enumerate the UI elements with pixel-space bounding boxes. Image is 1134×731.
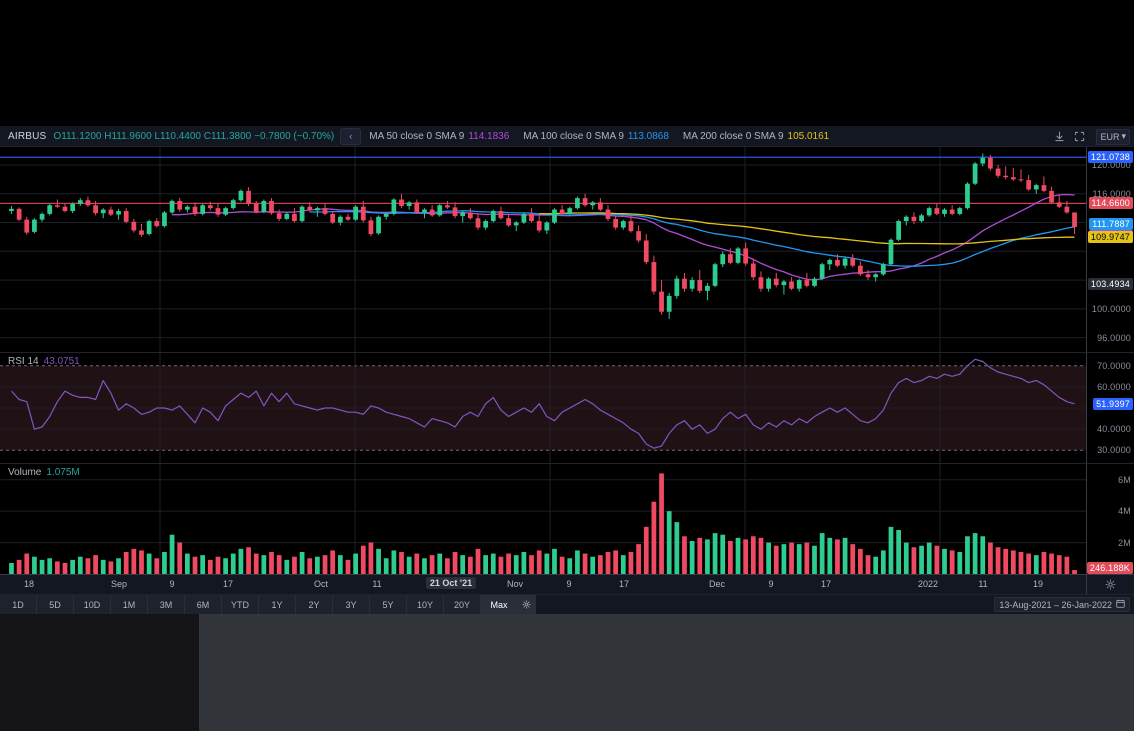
chart-widget: AIRBUS O111.1200 H111.9600 L110.4400 C11… <box>0 126 1134 614</box>
price-plot[interactable] <box>0 147 1086 352</box>
price-tick: 116.0000 <box>1092 188 1131 199</box>
time-label: 17 <box>222 579 234 589</box>
price-tick: 120.0000 <box>1091 159 1131 170</box>
symbol-label[interactable]: AIRBUS <box>8 130 47 142</box>
price-tick: 96.0000 <box>1097 332 1131 343</box>
timeframe-3m[interactable]: 3M <box>148 595 185 614</box>
currency-selector[interactable]: EUR ▾ <box>1096 128 1130 145</box>
timeframe-20y[interactable]: 20Y <box>444 595 481 614</box>
volume-layer <box>0 464 1086 574</box>
timeframe-3y[interactable]: 3Y <box>333 595 370 614</box>
toolbar-spacer <box>536 595 995 614</box>
rsi-plot[interactable] <box>0 353 1086 463</box>
time-label: Dec <box>708 579 726 589</box>
time-label: 18 <box>23 579 35 589</box>
chart-legend-bar: AIRBUS O111.1200 H111.9600 L110.4400 C11… <box>0 126 1134 147</box>
date-range-label: 13-Aug-2021 – 26-Jan-2022 <box>999 599 1112 610</box>
ma100-value: 113.0868 <box>627 130 669 142</box>
timeframe-5d[interactable]: 5D <box>37 595 74 614</box>
rsi-tick: 70.0000 <box>1097 360 1131 371</box>
time-axis[interactable]: 18 Sep 9 17 Oct 11 21 Oct '21 Nov 9 17 Dec 9 17 2022 1… <box>0 574 1134 594</box>
timeframe-toolbar[interactable]: 1D 5D 10D 1M 3M 6M YTD 1Y 2Y 3Y 5Y 10Y 20Y Max 13-Aug… <box>0 594 1134 614</box>
collapse-legend-button[interactable]: ‹ <box>340 127 362 145</box>
time-label: 9 <box>169 579 175 589</box>
time-label: 2022 <box>917 579 939 589</box>
price-badge: 111.7887 <box>1089 218 1133 231</box>
timeframe-10d[interactable]: 10D <box>74 595 111 614</box>
ma100-label: MA 100 close 0 SMA 9 <box>523 130 624 142</box>
time-label: 9 <box>768 579 774 589</box>
gear-icon[interactable] <box>518 595 536 614</box>
ma50-value: 114.1836 <box>468 130 510 142</box>
timeframe-ytd[interactable]: YTD <box>222 595 259 614</box>
rsi-tick: 60.0000 <box>1097 381 1131 392</box>
time-label: Sep <box>110 579 128 589</box>
price-badge: 121.0738 <box>1087 151 1133 164</box>
time-label: 11 <box>978 579 988 589</box>
price-pane[interactable]: 96.0000 100.0000 116.0000 120.0000 121.0738 1… <box>0 147 1134 352</box>
timeframe-max[interactable]: Max <box>481 595 518 614</box>
ma200-label: MA 200 close 0 SMA 9 <box>682 130 784 142</box>
timeframe-10y[interactable]: 10Y <box>407 595 444 614</box>
rsi-layer <box>0 353 1086 463</box>
time-label: Nov <box>506 579 524 589</box>
time-label: 19 <box>1032 579 1044 589</box>
volume-axis[interactable]: 2M 4M 6M 246.188K <box>1086 464 1134 574</box>
price-tick: 100.0000 <box>1091 303 1131 314</box>
volume-badge: 246.188K <box>1086 562 1133 574</box>
timeframe-6m[interactable]: 6M <box>185 595 222 614</box>
currency-label: EUR <box>1100 131 1120 142</box>
legend-right-controls: EUR ▾ <box>1052 126 1130 147</box>
calendar-icon <box>1116 599 1125 610</box>
rsi-tick: 30.0000 <box>1097 445 1131 456</box>
volume-value: 1.075M <box>46 467 80 478</box>
price-axis[interactable]: 96.0000 100.0000 116.0000 120.0000 121.0738 1… <box>1086 147 1134 352</box>
volume-tick: 2M <box>1118 537 1131 548</box>
price-change: −0.7800 (−0.70%) <box>254 130 335 142</box>
time-label: 11 <box>372 579 382 589</box>
time-label: 17 <box>618 579 630 589</box>
date-range-picker[interactable]: 13-Aug-2021 – 26-Jan-2022 <box>994 597 1130 612</box>
time-label: 17 <box>820 579 832 589</box>
ma50-label: MA 50 close 0 SMA 9 <box>369 130 465 142</box>
chevron-down-icon: ▾ <box>1121 131 1126 141</box>
rsi-pane[interactable]: RSI 14 43.0751 30.0000 40.0000 60.0000 70.0… <box>0 352 1134 463</box>
rsi-axis[interactable]: 30.0000 40.0000 60.0000 70.0000 51.9397 <box>1086 353 1134 463</box>
timeframe-1d[interactable]: 1D <box>0 595 37 614</box>
volume-tick: 6M <box>1118 474 1131 485</box>
rsi-label: RSI 14 <box>8 356 39 367</box>
time-label-highlighted: 21 Oct '21 <box>425 577 477 589</box>
chart-settings-icon[interactable] <box>1086 575 1134 594</box>
price-badge: 109.9747 <box>1087 231 1133 244</box>
below-chart-left-region <box>0 612 199 731</box>
time-label: 9 <box>566 579 572 589</box>
volume-label: Volume <box>8 467 42 478</box>
ohlc-values: O111.1200 H111.9600 L110.4400 C111.3800 <box>53 130 252 142</box>
rsi-value: 43.0751 <box>43 356 80 367</box>
time-label: Oct <box>313 579 329 589</box>
rsi-pane-label[interactable]: RSI 14 43.0751 <box>8 356 80 367</box>
timeframe-2y[interactable]: 2Y <box>296 595 333 614</box>
rsi-badge: 51.9397 <box>1093 397 1133 410</box>
below-chart-right-region <box>199 612 1134 731</box>
fullscreen-icon[interactable] <box>1072 129 1087 144</box>
timeframe-5y[interactable]: 5Y <box>370 595 407 614</box>
download-icon[interactable] <box>1052 129 1067 144</box>
price-badge: 114.6600 <box>1088 197 1133 210</box>
volume-pane-label[interactable]: Volume 1.075M <box>8 467 80 478</box>
volume-pane[interactable]: Volume 1.075M 2M 4M 6M 246.188K <box>0 463 1134 574</box>
candlestick-layer <box>0 147 1086 352</box>
rsi-tick: 40.0000 <box>1097 424 1131 435</box>
timeframe-1m[interactable]: 1M <box>111 595 148 614</box>
price-badge: 103.4934 <box>1087 277 1133 290</box>
timeframe-1y[interactable]: 1Y <box>259 595 296 614</box>
volume-tick: 4M <box>1118 506 1131 517</box>
ma200-value: 105.0161 <box>787 130 830 142</box>
volume-plot[interactable] <box>0 464 1086 574</box>
